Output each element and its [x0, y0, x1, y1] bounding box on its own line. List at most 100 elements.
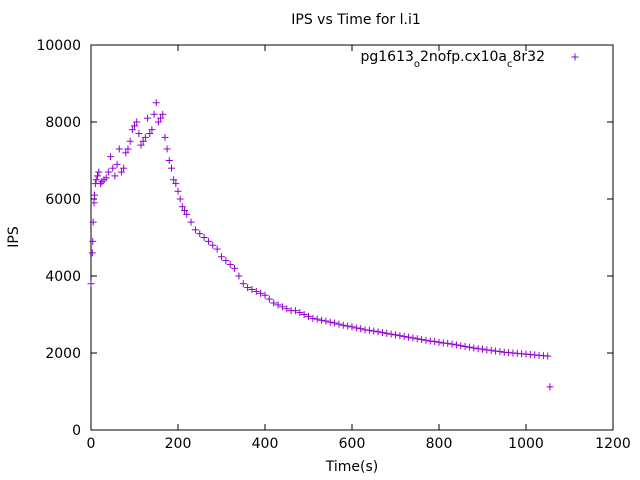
x-tick-label: 1000 — [508, 436, 544, 452]
data-point — [352, 324, 360, 332]
y-tick-label: 4000 — [45, 269, 81, 285]
data-point — [252, 287, 260, 295]
x-tick-label: 0 — [87, 436, 96, 452]
data-point — [172, 180, 180, 188]
data-point — [90, 199, 98, 207]
data-point — [405, 333, 413, 341]
legend: pg1613o2nofp.cx10ac8r32 — [360, 49, 579, 70]
data-point — [309, 314, 317, 322]
data-point — [176, 195, 184, 203]
data-point — [231, 264, 239, 272]
data-point — [300, 311, 308, 318]
data-point — [92, 176, 100, 184]
data-point — [163, 145, 171, 153]
data-point — [159, 110, 167, 118]
data-point — [128, 126, 136, 134]
y-tick-label: 8000 — [45, 115, 81, 131]
data-point — [313, 315, 321, 323]
data-point — [139, 137, 147, 145]
data-point — [111, 172, 119, 180]
data-point — [418, 336, 426, 344]
data-point — [413, 335, 421, 343]
data-point — [239, 280, 247, 288]
chart-title: IPS vs Time for l.i1 — [291, 12, 421, 28]
data-point — [248, 285, 256, 293]
data-point — [178, 203, 186, 211]
data-point — [109, 164, 117, 172]
data-point — [104, 168, 112, 176]
data-point — [496, 347, 504, 355]
data-point — [154, 118, 162, 126]
y-axis-label: IPS — [6, 226, 22, 248]
data-point — [465, 343, 473, 351]
data-point — [374, 328, 382, 336]
data-point — [146, 130, 154, 138]
data-point — [90, 191, 98, 199]
data-point — [383, 329, 391, 337]
data-point — [331, 319, 339, 327]
data-point — [152, 99, 160, 107]
data-point — [126, 137, 134, 145]
y-tick-label: 2000 — [45, 346, 81, 362]
legend-label: pg1613o2nofp.cx10ac8r32 — [360, 49, 545, 70]
data-point — [344, 322, 352, 330]
data-point — [88, 249, 96, 257]
data-point — [274, 301, 282, 309]
data-point — [95, 168, 103, 176]
data-point — [150, 110, 158, 118]
data-point — [457, 342, 465, 350]
x-tick-label: 600 — [339, 436, 366, 452]
data-point — [144, 114, 152, 122]
data-point — [209, 241, 217, 249]
data-point — [431, 337, 439, 345]
data-point — [270, 299, 278, 307]
data-point — [392, 331, 399, 339]
data-point — [161, 133, 169, 141]
data-point — [387, 330, 395, 338]
data-point — [283, 305, 291, 313]
data-point — [357, 325, 365, 333]
data-point — [124, 145, 132, 153]
data-point — [117, 168, 125, 176]
y-tick-label: 0 — [72, 423, 81, 439]
data-point — [322, 317, 330, 325]
data-point — [196, 230, 204, 238]
data-point — [339, 321, 347, 329]
data-point — [235, 272, 243, 280]
y-tick-label: 10000 — [36, 38, 81, 54]
data-point — [470, 344, 478, 352]
data-point — [200, 234, 208, 241]
data-point — [131, 122, 138, 130]
data-point — [370, 327, 378, 335]
x-tick-label: 400 — [252, 436, 279, 452]
data-point — [148, 126, 156, 134]
data-point — [444, 339, 452, 347]
data-point — [157, 114, 165, 122]
data-point — [87, 280, 95, 288]
x-tick-label: 200 — [165, 436, 192, 452]
data-point — [487, 346, 495, 354]
data-point — [170, 176, 178, 184]
y-axis: 0 2000 4000 6000 8000 10000 — [36, 38, 613, 439]
data-point — [122, 149, 130, 157]
data-point — [546, 383, 554, 391]
data-point — [94, 172, 102, 180]
data-point — [137, 141, 145, 149]
data-point — [409, 334, 417, 342]
data-point — [479, 345, 486, 353]
data-point — [265, 295, 273, 303]
data-point — [187, 218, 195, 226]
legend-marker — [571, 53, 579, 61]
data-point — [181, 207, 189, 215]
data-point — [291, 307, 299, 315]
data-point — [102, 174, 110, 182]
data-point — [89, 218, 97, 226]
data-point — [261, 291, 269, 299]
data-point — [218, 253, 225, 261]
data-point — [278, 303, 286, 311]
data-point — [135, 130, 143, 138]
data-point — [120, 164, 128, 172]
data-point — [222, 257, 230, 265]
data-point — [133, 118, 141, 126]
